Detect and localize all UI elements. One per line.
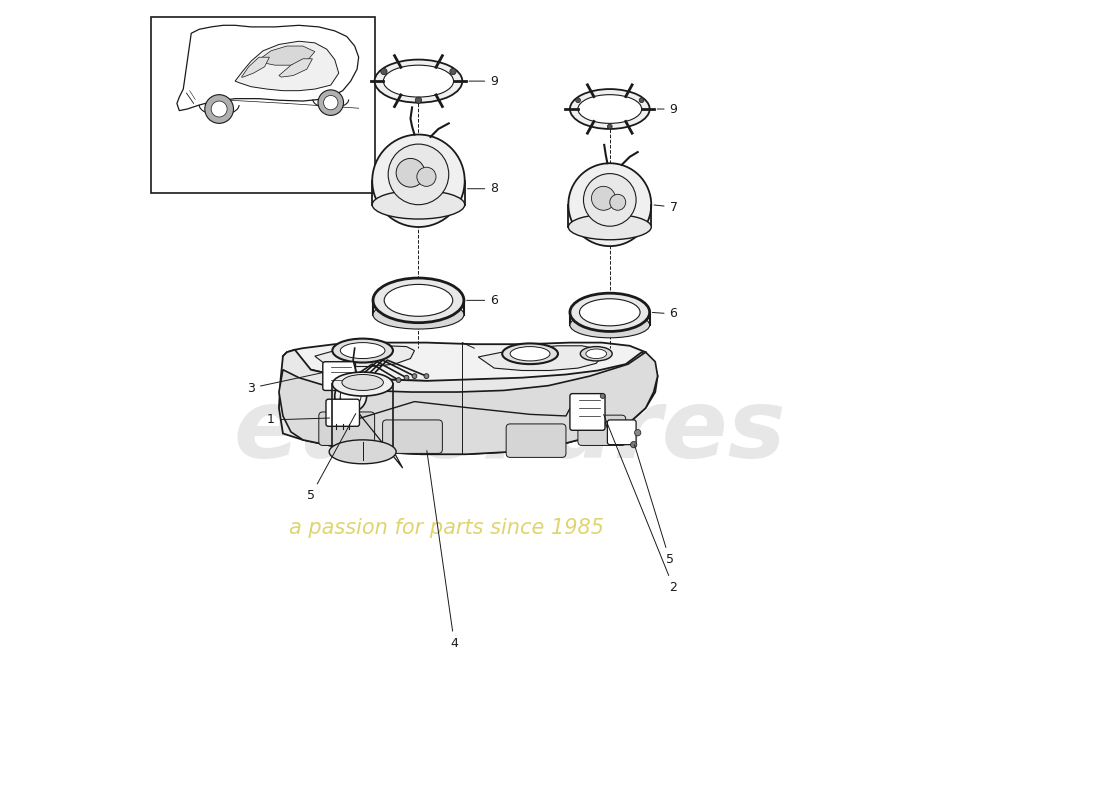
Text: a passion for parts since 1985: a passion for parts since 1985 — [289, 518, 604, 538]
Circle shape — [381, 68, 387, 74]
FancyBboxPatch shape — [319, 412, 375, 446]
Circle shape — [404, 375, 409, 380]
Circle shape — [575, 98, 581, 102]
Ellipse shape — [569, 214, 651, 240]
Ellipse shape — [569, 163, 651, 246]
Polygon shape — [283, 342, 646, 381]
Ellipse shape — [570, 89, 650, 129]
Text: 4: 4 — [427, 450, 459, 650]
Ellipse shape — [580, 298, 640, 326]
Circle shape — [607, 124, 613, 129]
Polygon shape — [478, 346, 602, 370]
Ellipse shape — [609, 194, 626, 210]
Ellipse shape — [583, 174, 636, 226]
FancyBboxPatch shape — [506, 424, 565, 458]
Polygon shape — [258, 46, 315, 65]
Ellipse shape — [340, 386, 361, 406]
Text: 7: 7 — [654, 201, 678, 214]
Ellipse shape — [332, 338, 393, 362]
Text: 1: 1 — [267, 414, 330, 426]
Ellipse shape — [592, 186, 615, 210]
Polygon shape — [279, 58, 312, 77]
Ellipse shape — [340, 342, 385, 358]
Polygon shape — [315, 346, 415, 366]
Circle shape — [340, 406, 354, 421]
Circle shape — [450, 68, 456, 74]
Polygon shape — [235, 42, 339, 90]
Ellipse shape — [510, 346, 550, 361]
Polygon shape — [242, 57, 270, 77]
Circle shape — [396, 378, 400, 382]
FancyBboxPatch shape — [322, 362, 355, 390]
Circle shape — [412, 374, 417, 378]
Ellipse shape — [570, 312, 650, 338]
Circle shape — [416, 97, 421, 103]
Polygon shape — [279, 352, 658, 454]
Ellipse shape — [375, 59, 462, 102]
Circle shape — [601, 394, 605, 398]
Text: 5: 5 — [307, 414, 355, 502]
Circle shape — [205, 94, 233, 123]
FancyBboxPatch shape — [570, 394, 605, 430]
Ellipse shape — [503, 343, 558, 364]
Ellipse shape — [373, 278, 464, 322]
FancyBboxPatch shape — [578, 415, 626, 446]
Ellipse shape — [372, 190, 464, 219]
Ellipse shape — [581, 346, 613, 361]
Ellipse shape — [384, 65, 453, 97]
Circle shape — [424, 374, 429, 378]
Ellipse shape — [373, 300, 464, 329]
Ellipse shape — [332, 372, 393, 396]
Ellipse shape — [342, 374, 384, 390]
Text: 9: 9 — [469, 74, 498, 88]
Ellipse shape — [384, 285, 453, 316]
Ellipse shape — [417, 167, 436, 186]
Text: 6: 6 — [652, 307, 678, 321]
Text: 6: 6 — [466, 294, 498, 307]
Polygon shape — [279, 350, 658, 454]
Circle shape — [635, 430, 641, 436]
Circle shape — [639, 98, 643, 102]
FancyBboxPatch shape — [383, 420, 442, 454]
Ellipse shape — [586, 349, 606, 358]
Circle shape — [630, 442, 637, 448]
Text: 9: 9 — [657, 102, 678, 115]
Ellipse shape — [570, 293, 650, 331]
Circle shape — [318, 90, 343, 115]
Ellipse shape — [334, 380, 366, 412]
FancyBboxPatch shape — [326, 399, 360, 426]
Text: 5: 5 — [635, 445, 673, 566]
Text: 8: 8 — [468, 182, 498, 195]
Ellipse shape — [329, 440, 396, 464]
Circle shape — [211, 101, 227, 117]
Text: 3: 3 — [248, 373, 322, 394]
Circle shape — [323, 95, 338, 110]
Text: euroPares: euroPares — [234, 386, 786, 478]
Ellipse shape — [396, 158, 425, 187]
Text: 2: 2 — [604, 414, 678, 594]
FancyBboxPatch shape — [607, 420, 636, 445]
Ellipse shape — [372, 134, 464, 227]
Ellipse shape — [332, 442, 393, 462]
Ellipse shape — [578, 94, 641, 123]
Ellipse shape — [388, 144, 449, 205]
Polygon shape — [177, 26, 359, 110]
Bar — [152, 18, 375, 193]
